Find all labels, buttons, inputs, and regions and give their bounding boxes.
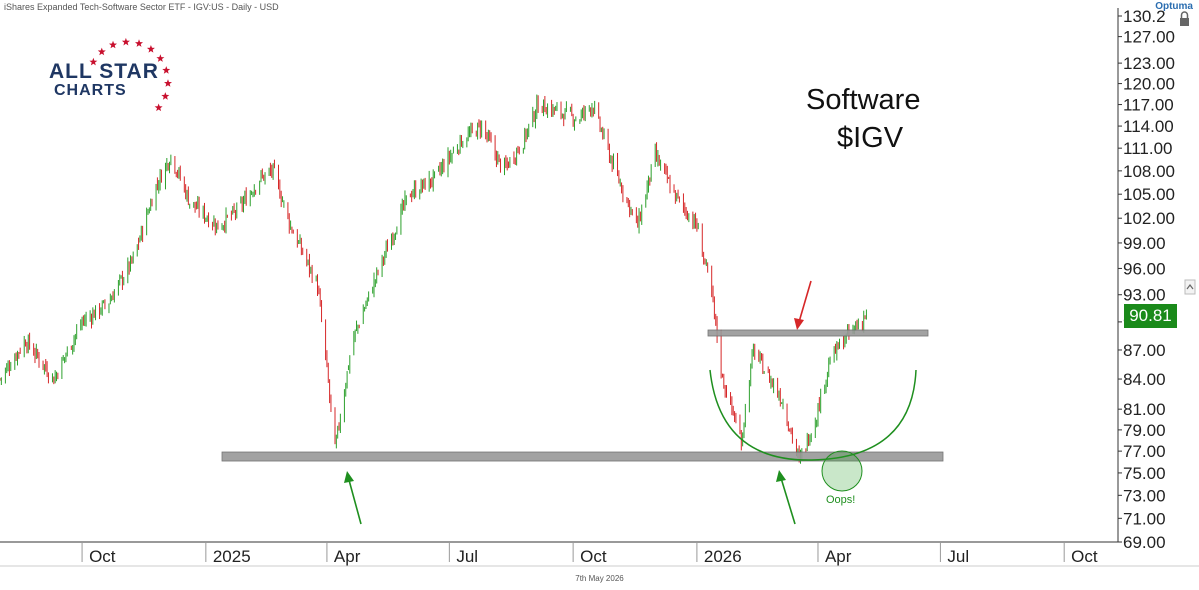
y-tick-label: 117.00 — [1123, 96, 1174, 115]
logo-text-line2: CHARTS — [54, 82, 127, 99]
x-tick-label: Apr — [825, 547, 852, 566]
y-tick-label: 120.00 — [1123, 75, 1175, 94]
star-icon — [121, 37, 130, 46]
star-icon — [161, 92, 170, 100]
y-tick-label: 114.00 — [1123, 117, 1174, 136]
green-arrow-right — [776, 470, 796, 525]
y-tick-label: 99.00 — [1123, 234, 1166, 253]
lock-icon[interactable] — [1180, 11, 1189, 26]
y-axis-ticks: 69.00 71.00 73.00 75.00 77.00 79.00 81.00 84.00… — [1118, 7, 1175, 552]
oops-label: Oops! — [826, 494, 856, 506]
x-tick-label: Jul — [947, 547, 969, 566]
y-tick-label: 111.00 — [1123, 139, 1172, 158]
star-icon — [135, 39, 143, 47]
level-bar — [707, 329, 929, 337]
x-tick-label: Jul — [456, 547, 478, 566]
optuma-logo: Optuma — [1155, 1, 1193, 12]
star-icon — [89, 57, 98, 66]
star-icon — [97, 47, 106, 56]
support-resistance-levels — [221, 329, 944, 462]
last-price-badge: 90.81 — [1124, 304, 1177, 328]
star-icon — [156, 54, 165, 62]
y-tick-label: 127.00 — [1123, 28, 1175, 47]
x-tick-label: 2025 — [213, 547, 251, 566]
star-icon — [146, 45, 155, 53]
y-tick-label: 75.00 — [1123, 464, 1166, 483]
y-tick-label: 77.00 — [1123, 442, 1166, 461]
y-tick-label: 81.00 — [1123, 400, 1166, 419]
x-tick-label: Apr — [334, 547, 361, 566]
x-tick-label: 2026 — [704, 547, 742, 566]
y-tick-label: 130.2 — [1123, 7, 1166, 26]
y-tick-label: 87.00 — [1123, 341, 1166, 360]
chart-header: iShares Expanded Tech-Software Sector ET… — [4, 2, 279, 12]
star-icon — [164, 79, 172, 87]
star-icon — [162, 66, 171, 74]
logo-text-line1: ALL STAR — [49, 60, 159, 83]
x-tick-label: Oct — [1071, 547, 1098, 566]
candles — [0, 94, 867, 464]
level-bar — [221, 451, 944, 462]
x-tick-label: Oct — [580, 547, 607, 566]
y-tick-label: 108.00 — [1123, 162, 1175, 181]
y-tick-label: 71.00 — [1123, 509, 1166, 528]
chevron-up-icon[interactable] — [1184, 279, 1196, 295]
green-arrow-left — [344, 471, 362, 525]
y-tick-label: 84.00 — [1123, 370, 1166, 389]
chart-title-line2: $IGV — [837, 122, 904, 154]
y-tick-label: 96.00 — [1123, 259, 1166, 278]
y-tick-label: 79.00 — [1123, 421, 1166, 440]
chart-title-line1: Software — [806, 84, 921, 116]
y-tick-label: 93.00 — [1123, 286, 1166, 305]
y-tick-label: 123.00 — [1123, 54, 1175, 73]
oops-circle — [821, 450, 863, 492]
y-tick-label: 105.00 — [1123, 185, 1175, 204]
footer-date: 7th May 2026 — [575, 574, 624, 583]
y-tick-label: 69.00 — [1123, 533, 1166, 552]
y-tick-label: 73.00 — [1123, 486, 1166, 505]
x-axis-ticks: Oct 2025 Apr Jul Oct 2026 Apr Jul Oct — [81, 542, 1098, 566]
star-icon — [89, 37, 172, 112]
star-icon — [109, 40, 117, 49]
y-tick-label: 102.00 — [1123, 209, 1175, 228]
cup-arc — [709, 369, 917, 461]
red-arrow — [794, 280, 812, 330]
star-icon — [154, 103, 163, 112]
x-tick-label: Oct — [89, 547, 116, 566]
